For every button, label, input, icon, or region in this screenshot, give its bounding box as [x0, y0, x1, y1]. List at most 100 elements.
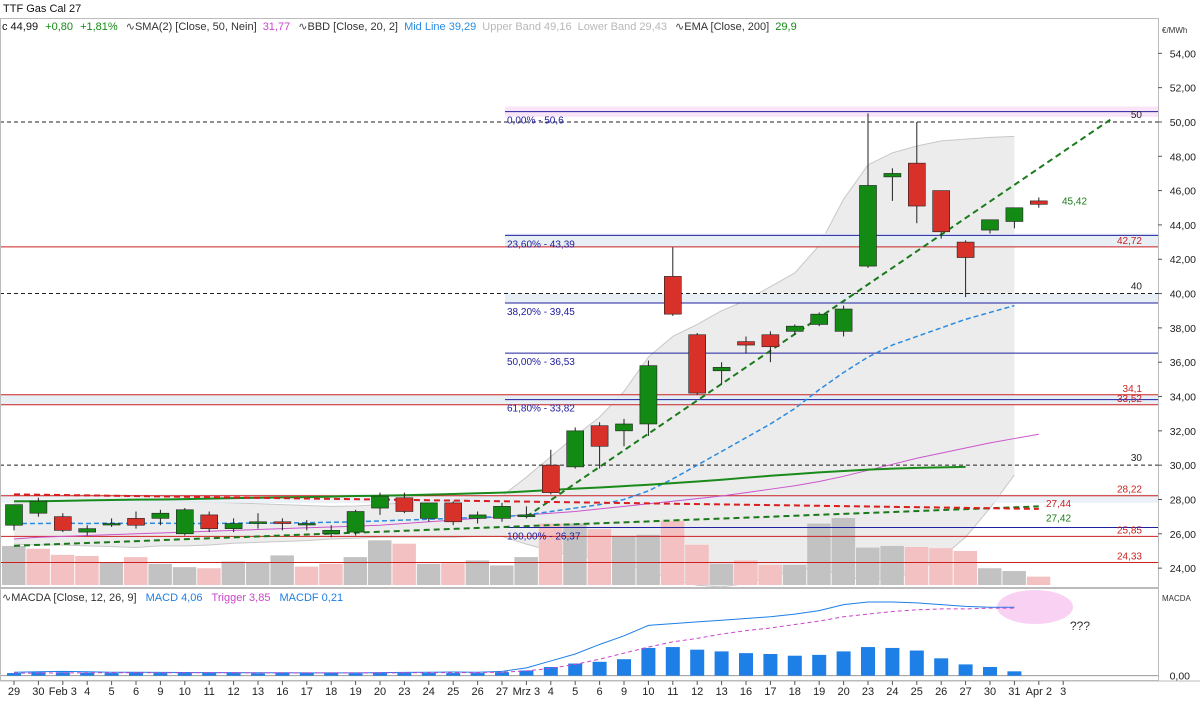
red-dashed-line — [13, 493, 1039, 510]
ema-label: EMA [Close, 200] — [684, 21, 770, 33]
volume-bar — [221, 561, 246, 585]
macd-histogram-bar — [31, 672, 46, 676]
x-axis-tick-label: 5 — [572, 686, 578, 698]
close-quote: c 44,99 — [2, 21, 39, 33]
candle-body — [566, 430, 585, 468]
candle-body — [127, 518, 145, 526]
macd-histogram-bar — [129, 672, 143, 676]
x-axis-tick-label: 23 — [398, 686, 410, 698]
volume-bar — [465, 560, 490, 585]
candle-body — [297, 523, 316, 526]
x-axis-tick-label: 19 — [813, 686, 825, 698]
fib-level-label: 61,80% - 33,82 — [507, 404, 575, 415]
x-axis-tick-label: 27 — [959, 686, 971, 698]
macd-histogram-bar — [861, 647, 875, 676]
x-axis-tick-label: 24 — [423, 686, 435, 698]
candle-body — [322, 530, 341, 535]
indicator-legend: c 44,99 +0,80 +1,81% ∿SMA(2) [Close, 50,… — [2, 20, 1152, 34]
macd-histogram-bar — [690, 649, 705, 676]
x-axis-tick-label: 5 — [109, 686, 115, 698]
level-zone-28 — [0, 494, 1158, 503]
candle-body — [541, 464, 560, 493]
candle-body — [224, 523, 243, 529]
main-pane-frame — [0, 18, 1159, 588]
x-axis-tick-label: 25 — [447, 686, 459, 698]
macd-histogram-bar — [177, 673, 192, 676]
fib-level-label: 50,00% - 36,53 — [507, 357, 575, 368]
volume-bar — [148, 563, 172, 585]
macd-histogram-bar — [909, 650, 924, 676]
y-axis-tick-label: 42,00 — [1170, 254, 1196, 266]
volume-bar — [1002, 571, 1026, 585]
long-up-trend-line — [13, 505, 1039, 547]
round-level-label: 40 — [1131, 282, 1143, 293]
candle-body — [5, 504, 23, 526]
y-axis-tick-label: 54,00 — [1170, 48, 1196, 60]
fib-level-label: 38,20% - 39,45 — [507, 307, 575, 318]
x-axis-tick-label: 4 — [84, 686, 90, 698]
y-axis-tick-label: 48,00 — [1170, 151, 1196, 163]
candle-body — [395, 497, 414, 512]
bbd-mid-value: Mid Line 39,29 — [404, 21, 477, 33]
macd-annotation: ??? — [1070, 619, 1090, 633]
volume-bar — [782, 564, 807, 585]
x-axis-tick-label: Mrz 3 — [513, 686, 541, 698]
sma-icon: ∿ — [125, 21, 135, 33]
volume-bar — [270, 555, 294, 585]
candle-body — [200, 514, 218, 529]
volume-bar — [587, 529, 612, 585]
x-axis-tick-label: 25 — [911, 686, 923, 698]
x-axis-tick-label: 20 — [374, 686, 386, 698]
macdf-value: MACDF 0,21 — [279, 592, 344, 604]
volume-bar — [172, 567, 197, 585]
x-axis-tick-label: 29 — [8, 686, 20, 698]
candle-body — [493, 506, 511, 519]
macd-histogram-bar — [397, 673, 412, 676]
x-axis-tick-label: 12 — [227, 686, 239, 698]
x-axis-tick-label: 16 — [740, 686, 752, 698]
candle-body — [102, 523, 121, 526]
volume-bar — [685, 544, 709, 585]
x-axis-tick-label: 19 — [349, 686, 361, 698]
macd-histogram-bar — [641, 647, 656, 676]
volume-bar — [612, 535, 636, 585]
candle-body — [712, 367, 731, 372]
macd-histogram-bar — [568, 663, 583, 676]
volume-bar — [75, 555, 99, 585]
ema-value: 29,9 — [775, 21, 797, 33]
macd-histogram-bar — [7, 673, 21, 676]
volume-bar — [124, 557, 148, 585]
macd-line — [13, 601, 1015, 674]
x-axis-tick-label: 16 — [276, 686, 288, 698]
x-axis-tick-label: 26 — [471, 686, 483, 698]
macd-histogram-bar — [104, 673, 119, 676]
sma-label: SMA(2) [Close, 50, Nein] — [134, 21, 257, 33]
x-axis-tick-label: 12 — [691, 686, 703, 698]
candle-body — [468, 514, 487, 519]
macd-histogram-bar — [80, 672, 95, 676]
macd-highlight-ellipse — [997, 590, 1073, 624]
macd-histogram-bar — [592, 661, 607, 676]
bollinger-mid-line — [14, 304, 1015, 525]
candle-body — [688, 334, 707, 394]
x-axis-tick-label: 31 — [1008, 686, 1020, 698]
x-axis-tick-label: 17 — [764, 686, 776, 698]
trigger-value: Trigger 3,85 — [211, 592, 271, 604]
volume-bar — [26, 548, 50, 585]
candle-body — [590, 425, 609, 447]
macd-axis-title: MACDA — [1162, 594, 1192, 603]
volume-bar — [807, 523, 831, 585]
macd-histogram-bar — [495, 672, 509, 676]
candle-body — [663, 276, 682, 315]
macd-histogram-bar — [421, 673, 436, 676]
y-axis-tick-label: 44,00 — [1170, 220, 1196, 232]
red-level-label: 33,52 — [1117, 394, 1142, 405]
macd-histogram-bar — [299, 673, 314, 676]
macd-histogram-bar — [55, 672, 70, 676]
volume-bar — [1026, 576, 1051, 585]
ema-line — [14, 465, 966, 503]
ema-icon: ∿ — [675, 21, 685, 33]
y-axis-tick-label: 46,00 — [1170, 186, 1196, 198]
x-axis-tick-label: 24 — [886, 686, 898, 698]
volume-bar — [831, 518, 856, 585]
